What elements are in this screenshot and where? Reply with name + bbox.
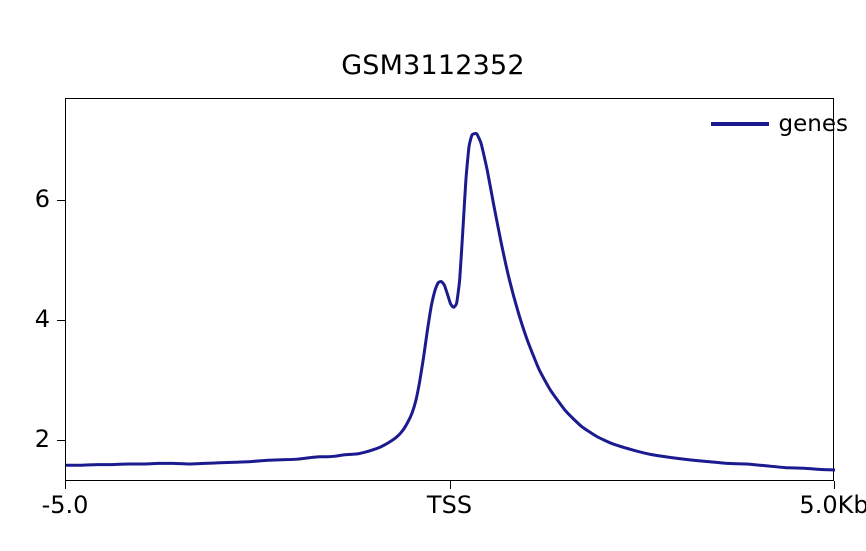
- y-axis-tick-label: 2: [34, 425, 50, 454]
- x-axis-tick-label: 5.0Kb: [799, 491, 866, 519]
- x-axis-tick: [449, 481, 451, 489]
- y-axis-tick: [57, 200, 65, 202]
- chart-title: GSM3112352: [341, 50, 525, 81]
- x-axis-tick-label: TSS: [426, 491, 473, 519]
- legend-swatch-genes: [710, 122, 769, 126]
- y-axis-tick: [57, 320, 65, 322]
- y-axis-tick-label: 6: [34, 185, 50, 214]
- series-line-genes: [66, 132, 835, 472]
- y-axis-tick: [57, 440, 65, 442]
- x-axis-tick-label: -5.0: [41, 491, 89, 519]
- legend-label-genes: genes: [778, 111, 848, 137]
- legend: genes: [710, 111, 848, 137]
- line-chart-svg: [66, 132, 835, 472]
- x-axis-tick: [65, 481, 66, 489]
- y-axis-tick-label: 4: [34, 305, 50, 334]
- x-axis-tick: [834, 481, 835, 489]
- plot-area: [65, 98, 835, 481]
